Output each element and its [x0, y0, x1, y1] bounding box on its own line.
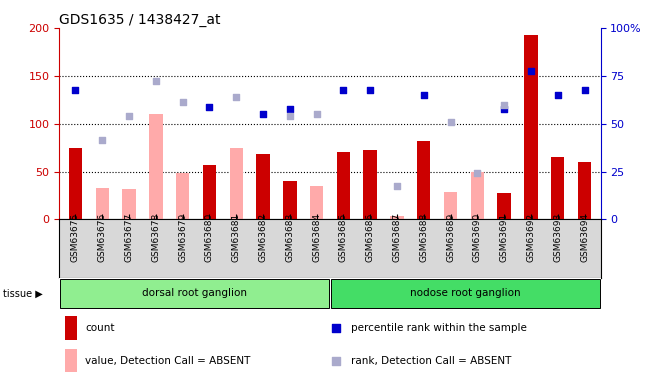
Point	[499, 106, 510, 112]
Point	[231, 94, 242, 100]
Bar	[65, 349, 77, 372]
Point	[552, 92, 563, 98]
Bar	[60, 279, 329, 308]
Bar	[230, 148, 243, 219]
Point	[178, 99, 188, 105]
Bar	[65, 316, 77, 340]
Bar	[578, 162, 591, 219]
Bar	[417, 141, 430, 219]
Text: percentile rank within the sample: percentile rank within the sample	[350, 323, 527, 333]
Bar	[331, 279, 600, 308]
Bar	[122, 189, 136, 219]
Text: tissue ▶: tissue ▶	[3, 288, 43, 298]
Text: count: count	[85, 323, 115, 333]
Text: nodose root ganglion: nodose root ganglion	[410, 288, 521, 298]
Bar	[471, 172, 484, 219]
Bar	[96, 188, 109, 219]
Bar	[69, 148, 82, 219]
Text: rank, Detection Call = ABSENT: rank, Detection Call = ABSENT	[350, 356, 511, 366]
Bar	[256, 154, 270, 219]
Point	[418, 92, 429, 98]
Bar	[444, 192, 457, 219]
Bar	[283, 181, 296, 219]
Point	[284, 106, 295, 112]
Point	[70, 87, 81, 93]
Point	[331, 325, 341, 331]
Point	[124, 113, 135, 119]
Point	[258, 111, 269, 117]
Point	[204, 104, 214, 110]
Point	[312, 111, 322, 117]
Bar	[176, 174, 189, 219]
Bar	[498, 193, 511, 219]
Bar	[524, 35, 538, 219]
Bar	[310, 186, 323, 219]
Point	[365, 87, 376, 93]
Point	[331, 358, 341, 364]
Point	[446, 119, 456, 125]
Bar	[364, 150, 377, 219]
Text: value, Detection Call = ABSENT: value, Detection Call = ABSENT	[85, 356, 251, 366]
Point	[499, 102, 510, 108]
Text: GDS1635 / 1438427_at: GDS1635 / 1438427_at	[59, 13, 221, 27]
Bar	[551, 157, 564, 219]
Bar	[337, 152, 350, 219]
Point	[338, 87, 348, 93]
Bar	[149, 114, 162, 219]
Point	[579, 87, 590, 93]
Point	[97, 137, 108, 143]
Point	[284, 113, 295, 119]
Point	[150, 78, 161, 84]
Bar	[390, 216, 404, 219]
Point	[472, 171, 482, 177]
Point	[525, 68, 536, 74]
Point	[391, 183, 402, 189]
Bar	[203, 165, 216, 219]
Text: dorsal root ganglion: dorsal root ganglion	[142, 288, 248, 298]
